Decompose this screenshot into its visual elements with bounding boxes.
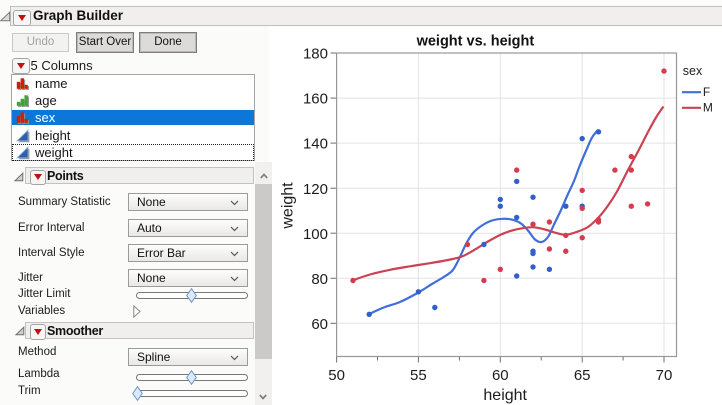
- svg-text:80: 80: [311, 271, 328, 288]
- svg-text:F: F: [703, 85, 710, 99]
- svg-text:180: 180: [303, 46, 328, 63]
- svg-text:140: 140: [303, 136, 328, 153]
- svg-text:65: 65: [574, 367, 591, 384]
- svg-text:50: 50: [328, 367, 345, 384]
- svg-text:100: 100: [303, 226, 328, 243]
- svg-text:120: 120: [303, 181, 328, 198]
- svg-text:weight vs. height: weight vs. height: [416, 33, 535, 49]
- svg-text:sex: sex: [683, 64, 703, 78]
- svg-text:weight: weight: [280, 182, 297, 230]
- svg-text:60: 60: [311, 316, 328, 333]
- svg-text:160: 160: [303, 91, 328, 108]
- svg-text:M: M: [703, 100, 713, 114]
- svg-text:60: 60: [492, 367, 509, 384]
- svg-text:55: 55: [410, 367, 427, 384]
- svg-text:70: 70: [656, 367, 673, 384]
- svg-text:height: height: [483, 387, 527, 404]
